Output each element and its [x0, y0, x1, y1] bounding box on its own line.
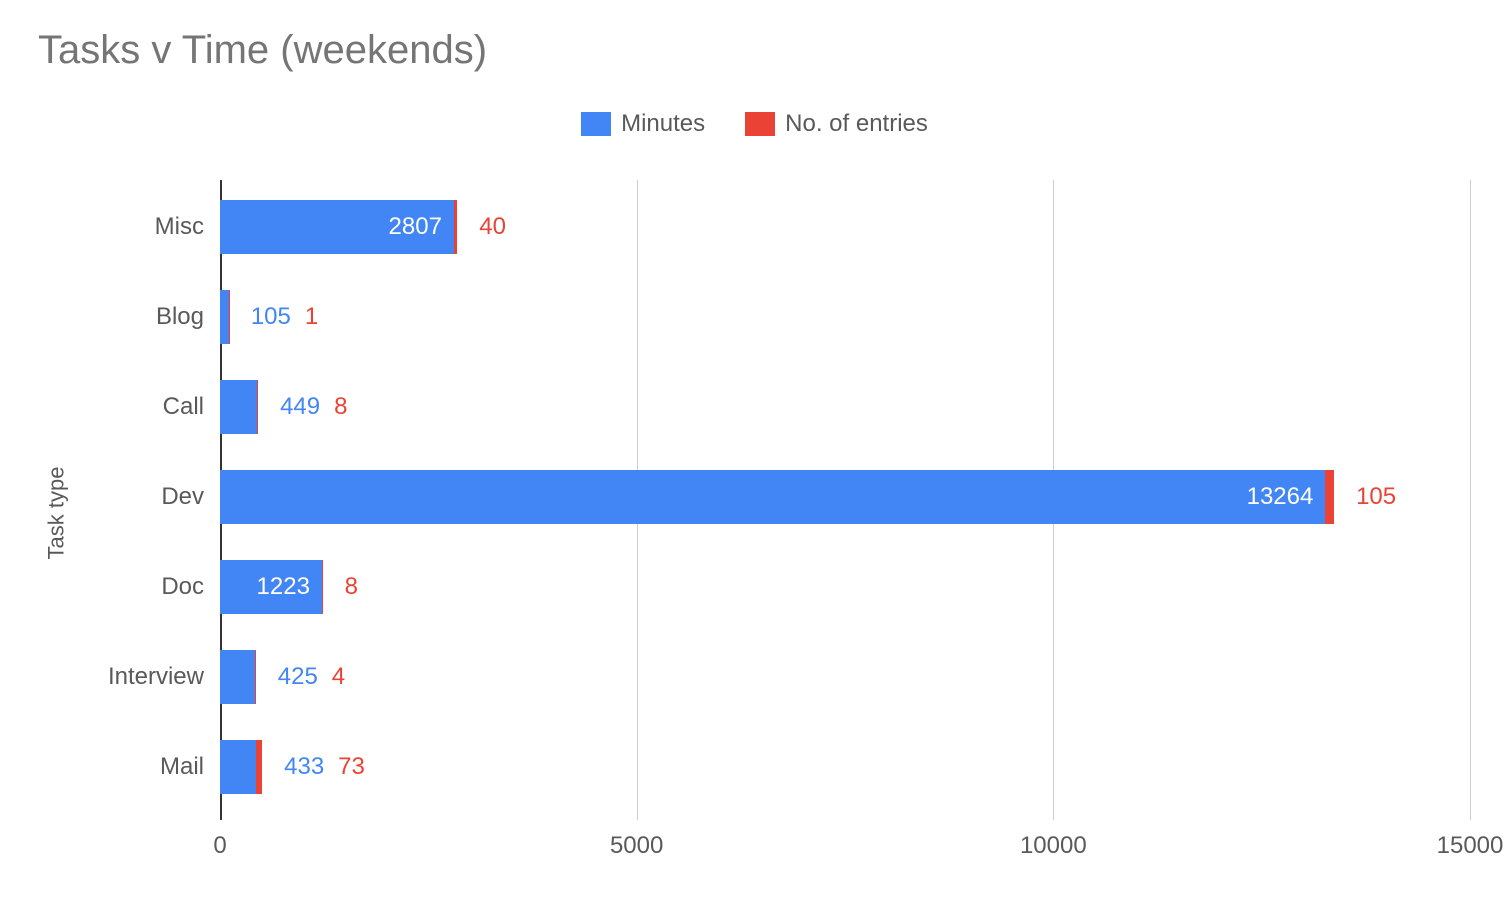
bar-segment — [220, 290, 229, 344]
legend-label-minutes: Minutes — [621, 110, 705, 138]
y-axis-title: Task type — [43, 467, 69, 560]
x-tick-label: 10000 — [1020, 832, 1087, 860]
bar-row: 1223 8 — [220, 560, 1470, 614]
chart-title: Tasks v Time (weekends) — [38, 28, 487, 73]
bar-segment — [220, 650, 255, 704]
value-label-entries: 1 — [305, 303, 318, 331]
gridline — [1470, 180, 1471, 820]
value-label-entries: 8 — [334, 393, 347, 421]
value-label-minutes: 2807 — [389, 213, 442, 241]
value-label-minutes: 1223 — [257, 573, 310, 601]
category-label: Doc — [4, 573, 204, 601]
bar-row: 425 4 — [220, 650, 1470, 704]
bar-segment — [220, 380, 257, 434]
category-label: Misc — [4, 213, 204, 241]
value-label-entries: 73 — [338, 753, 365, 781]
category-label: Mail — [4, 753, 204, 781]
bar-segment — [1325, 470, 1334, 524]
bar-row: 2807 40 — [220, 200, 1470, 254]
category-label: Dev — [4, 483, 204, 511]
bar-row: 13264 105 — [220, 470, 1470, 524]
bar-row: 433 73 — [220, 740, 1470, 794]
category-label: Interview — [4, 663, 204, 691]
bar-row: 105 1 — [220, 290, 1470, 344]
bar-segment — [220, 740, 256, 794]
value-label-entries: 40 — [479, 213, 506, 241]
value-label-minutes: 105 — [251, 303, 291, 331]
value-label-entries: 105 — [1356, 483, 1396, 511]
bar-segment — [454, 200, 457, 254]
value-label-entries: 4 — [332, 663, 345, 691]
legend-swatch-entries — [745, 112, 775, 136]
legend-item-minutes: Minutes — [581, 110, 705, 138]
value-label-minutes: 13264 — [1247, 483, 1314, 511]
x-tick-label: 15000 — [1437, 832, 1504, 860]
plot-area: 0500010000150002807401051449813264105122… — [220, 180, 1470, 820]
value-label-minutes: 433 — [284, 753, 324, 781]
bar-segment — [256, 740, 262, 794]
value-label-minutes: 425 — [278, 663, 318, 691]
legend-swatch-minutes — [581, 112, 611, 136]
legend-item-entries: No. of entries — [745, 110, 928, 138]
x-tick-label: 0 — [213, 832, 226, 860]
legend: Minutes No. of entries — [0, 110, 1509, 138]
bar-row: 449 8 — [220, 380, 1470, 434]
bar-segment — [257, 380, 258, 434]
bar-segment — [322, 560, 323, 614]
x-tick-label: 5000 — [610, 832, 663, 860]
category-label: Call — [4, 393, 204, 421]
value-label-minutes: 449 — [280, 393, 320, 421]
chart-container: Tasks v Time (weekends) Minutes No. of e… — [0, 0, 1509, 912]
bar-segment — [220, 470, 1325, 524]
legend-label-entries: No. of entries — [785, 110, 928, 138]
category-label: Blog — [4, 303, 204, 331]
value-label-entries: 8 — [345, 573, 358, 601]
